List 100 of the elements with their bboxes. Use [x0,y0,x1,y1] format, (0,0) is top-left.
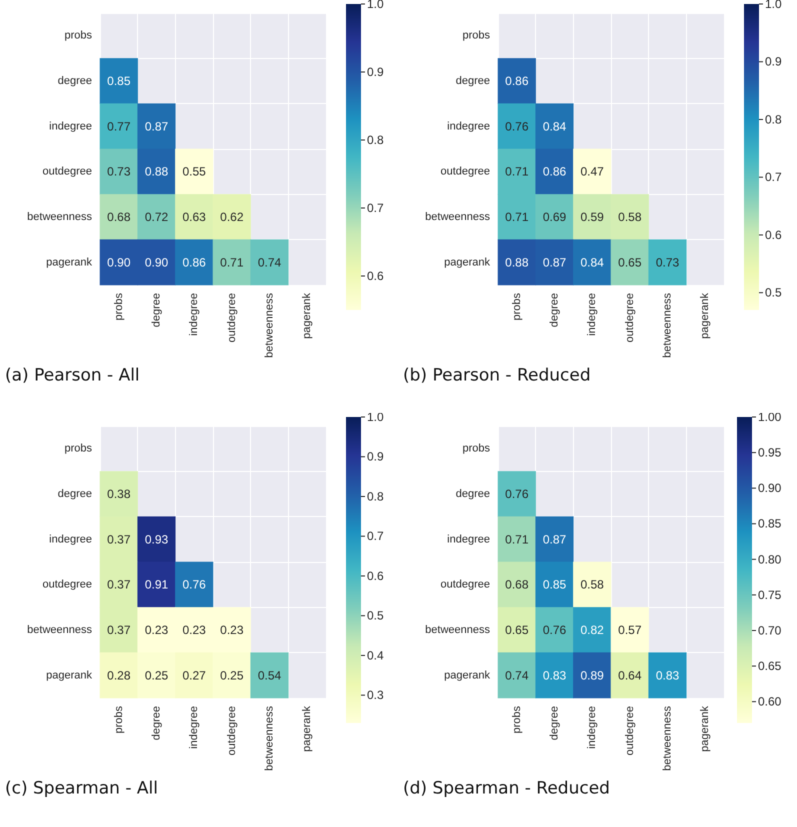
y-tick-label: pagerank [46,669,92,682]
x-tick-label: outdegree [624,706,636,756]
x-tick-label: pagerank [699,706,712,752]
data-label: 0.87 [144,119,168,134]
color-bar-label: 0.6 [367,568,384,583]
y-tick-label: probs [462,442,490,455]
x-tick-label: betweenness [264,292,276,358]
color-bar-label: 0.9 [367,65,384,79]
color-bar-label: 0.5 [367,608,384,623]
color-bar-label: 0.7 [367,529,384,544]
y-tick-label: outdegree [42,166,92,178]
y-tick-label: degree [58,75,92,87]
y-tick-label: degree [456,488,490,500]
data-label: 0.93 [144,532,168,546]
x-tick-label: probs [510,292,523,321]
data-label: 0.85 [542,578,566,592]
text: (c) Spearman - All [5,778,158,798]
data-label: 0.71 [220,255,244,270]
y-tick-label: probs [64,30,92,42]
y-tick-label: pagerank [444,256,490,268]
data-label: 0.65 [505,623,529,637]
data-label: 0.72 [144,210,168,224]
data-label: 0.71 [505,532,529,546]
data-label: 0.90 [107,255,131,270]
y-tick-label: pagerank [444,669,490,682]
x-tick-label: probs [510,706,523,734]
data-label: 0.37 [107,532,131,546]
data-label: 0.74 [258,255,282,270]
data-label: 0.37 [107,578,131,592]
color-bar-label: 0.7 [765,170,782,184]
data-label: 0.68 [505,578,529,592]
color-bar-label: 0.6 [765,228,782,242]
data-label: 0.82 [580,623,604,637]
data-label: 0.86 [505,74,529,88]
color-bar-label: 0.60 [758,694,782,709]
color-bar-label: 0.8 [367,133,384,147]
data-label: 0.47 [580,164,604,179]
x-tick-label: degree [548,293,560,328]
text: (b) Pearson - Reduced [403,366,591,386]
y-tick-label: indegree [49,120,92,132]
data-label: 0.55 [182,164,206,179]
y-tick-label: indegree [447,120,490,132]
data-label: 0.89 [580,668,604,682]
y-tick-label: probs [462,30,490,42]
data-label: 0.27 [182,668,206,682]
data-label: 0.88 [144,164,168,179]
x-tick-label: indegree [188,293,200,336]
data-label: 0.25 [220,668,244,682]
color-bar-label: 0.3 [367,688,384,702]
data-label: 0.62 [220,210,244,224]
data-label: 0.73 [107,164,131,179]
data-label: 0.76 [505,119,529,134]
data-label: 0.58 [618,210,642,224]
data-label: 0.28 [107,668,131,682]
data-label: 0.76 [505,487,529,501]
data-label: 0.37 [107,623,131,637]
color-bar-label: 0.6 [367,269,384,283]
data-label: 0.58 [580,578,604,592]
color-bar-label: 0.9 [367,450,384,464]
data-label: 0.23 [220,623,244,637]
data-label: 0.83 [656,668,680,682]
y-tick-label: pagerank [46,256,92,268]
y-tick-label: outdegree [42,578,92,591]
x-tick-label: probs [112,706,125,734]
data-label: 0.38 [107,487,131,501]
color-bar-label: 0.70 [758,623,782,638]
y-tick-label: probs [64,442,92,455]
data-label: 0.68 [107,210,131,224]
color-bar-label: 0.8 [765,112,782,126]
y-tick-label: degree [456,75,490,87]
data-label: 0.54 [258,668,282,682]
data-label: 0.74 [505,668,529,682]
x-tick-label: indegree [188,706,200,749]
data-label: 0.73 [656,255,680,270]
x-tick-label: betweenness [264,706,276,771]
x-tick-label: pagerank [301,292,314,339]
x-tick-label: pagerank [699,292,712,339]
y-tick-label: betweenness [425,624,490,636]
color-bar-label: 0.4 [367,648,384,662]
y-tick-label: betweenness [27,211,92,223]
data-label: 0.88 [505,255,529,270]
color-bar-label: 0.75 [758,588,782,602]
text: (a) Pearson - All [5,366,140,386]
data-label: 0.86 [542,164,566,179]
data-label: 0.90 [144,255,168,270]
data-label: 0.25 [144,668,168,682]
x-tick-label: pagerank [301,706,314,752]
data-label: 0.84 [580,255,604,270]
y-tick-label: indegree [447,533,490,546]
data-label: 0.65 [618,255,642,270]
data-label: 0.23 [144,623,168,637]
color-bar-label: 0.85 [758,516,782,531]
color-bar-label: 0.65 [758,659,782,674]
data-label: 0.77 [107,119,131,134]
data-label: 0.83 [542,668,566,682]
data-label: 0.87 [542,255,566,270]
data-label: 0.23 [182,623,206,637]
color-bar-label: 0.95 [758,446,782,460]
x-tick-label: degree [150,293,162,328]
x-tick-label: probs [112,292,125,321]
